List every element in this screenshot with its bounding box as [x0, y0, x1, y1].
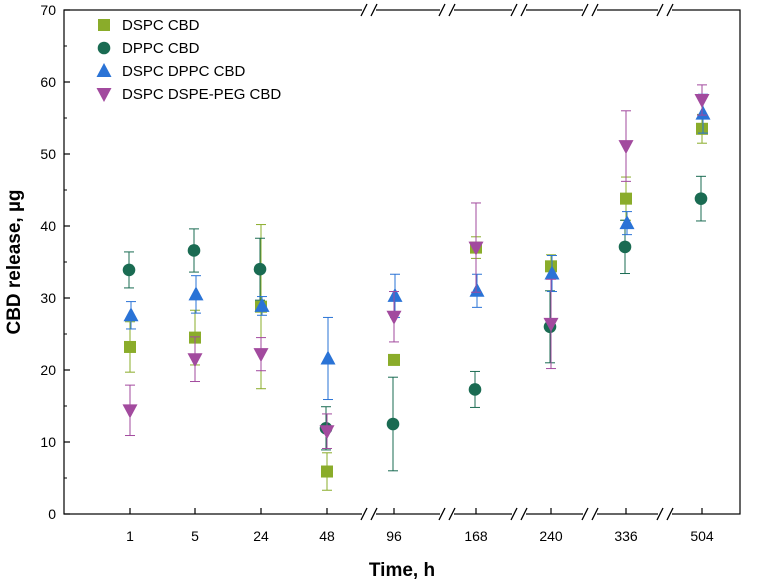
axis-break-gap [362, 509, 376, 519]
axis-break-gap [512, 5, 526, 15]
data-point [619, 215, 635, 230]
data-point [387, 287, 403, 302]
axis-break-gap [440, 5, 454, 15]
axis-break-mark [510, 507, 518, 521]
axis-break-mark [360, 507, 368, 521]
legend-label: DSPC CBD [122, 17, 200, 34]
y-tick-label: 30 [40, 290, 56, 306]
data-point [188, 286, 204, 301]
data-point [321, 465, 333, 478]
data-point [696, 122, 708, 135]
x-tick-label: 24 [253, 528, 269, 544]
axis-break-mark [666, 3, 674, 17]
data-point [253, 262, 267, 276]
axis-break-mark [370, 3, 378, 17]
axes: 0 10 20 30 40 50 60 70 1 5 24 48 96 168 240 336 504 [40, 2, 741, 544]
data-point [187, 353, 203, 368]
y-tick-label: 10 [40, 434, 56, 450]
axis-break-gap [583, 5, 597, 15]
axis-break-mark [656, 507, 664, 521]
data-point [319, 425, 335, 440]
data-point [469, 282, 485, 297]
data-point [543, 317, 559, 332]
axis-break-mark [510, 3, 518, 17]
axis-break-mark [448, 3, 456, 17]
data-point [468, 241, 484, 256]
data-point [620, 192, 632, 205]
series-dspc-dspe-peg-cbd [122, 84, 710, 449]
axis-break-mark [581, 3, 589, 17]
data-point [123, 307, 139, 322]
axis-break-mark [591, 507, 599, 521]
data-point [388, 353, 400, 366]
legend-marker [98, 19, 110, 31]
data-point [695, 105, 711, 120]
data-point [122, 263, 136, 277]
axis-break-mark [520, 3, 528, 17]
series-dppc-cbd [122, 175, 708, 472]
axis-breaks [360, 3, 674, 521]
legend-marker [96, 63, 112, 77]
axis-break-mark [370, 507, 378, 521]
data-point [187, 244, 201, 257]
y-tick-label: 60 [40, 74, 56, 90]
data-point [468, 383, 482, 396]
data-point [694, 94, 710, 108]
axis-break-gap [583, 509, 597, 519]
axis-break-mark [438, 507, 446, 521]
legend-marker [96, 88, 112, 102]
axis-break-mark [520, 507, 528, 521]
axis-break-gap [362, 5, 376, 15]
axis-break-gap [658, 509, 672, 519]
axis-break-gap [512, 509, 526, 519]
data-point [618, 140, 634, 155]
y-tick-label: 70 [40, 2, 56, 18]
axis-break-gap [658, 5, 672, 15]
axis-break-mark [448, 507, 456, 521]
series-dspc-cbd [124, 113, 708, 491]
axis-break-mark [666, 507, 674, 521]
data-point [122, 404, 138, 419]
data-point [124, 340, 136, 353]
legend-label: DPPC CBD [122, 40, 200, 57]
y-tick-label: 20 [40, 362, 56, 378]
axis-break-mark [581, 507, 589, 521]
data-point [694, 192, 708, 205]
data-point [386, 417, 400, 431]
y-tick-label: 50 [40, 146, 56, 162]
y-tick-label: 0 [48, 506, 56, 522]
x-tick-label: 1 [126, 528, 134, 544]
axis-break-mark [438, 3, 446, 17]
axis-break-mark [591, 3, 599, 17]
x-tick-label: 336 [614, 528, 638, 544]
x-tick-label: 96 [386, 528, 402, 544]
x-axis-title: Time, h [369, 560, 435, 581]
data-point [544, 265, 560, 280]
legend-label: DSPC DSPE-PEG CBD [122, 86, 281, 103]
x-tick-label: 48 [319, 528, 335, 544]
data-point [618, 240, 632, 254]
x-tick-label: 5 [191, 528, 199, 544]
legend-marker [97, 41, 111, 55]
legend: DSPC CBD DPPC CBD DSPC DPPC CBD DSPC DSPE-P… [96, 17, 281, 103]
data-point [253, 348, 269, 363]
y-tick-label: 40 [40, 218, 56, 234]
x-tick-label: 240 [539, 528, 563, 544]
legend-label: DSPC DPPC CBD [122, 63, 246, 80]
data-point [320, 350, 336, 365]
x-tick-label: 504 [690, 528, 714, 544]
y-axis-title: CBD release, µg [4, 189, 25, 334]
data-point [254, 297, 270, 312]
axis-break-mark [360, 3, 368, 17]
data-point [386, 310, 402, 325]
axis-break-mark [656, 3, 664, 17]
plot-area [122, 84, 711, 491]
axis-break-gap [440, 509, 454, 519]
x-tick-label: 168 [464, 528, 488, 544]
